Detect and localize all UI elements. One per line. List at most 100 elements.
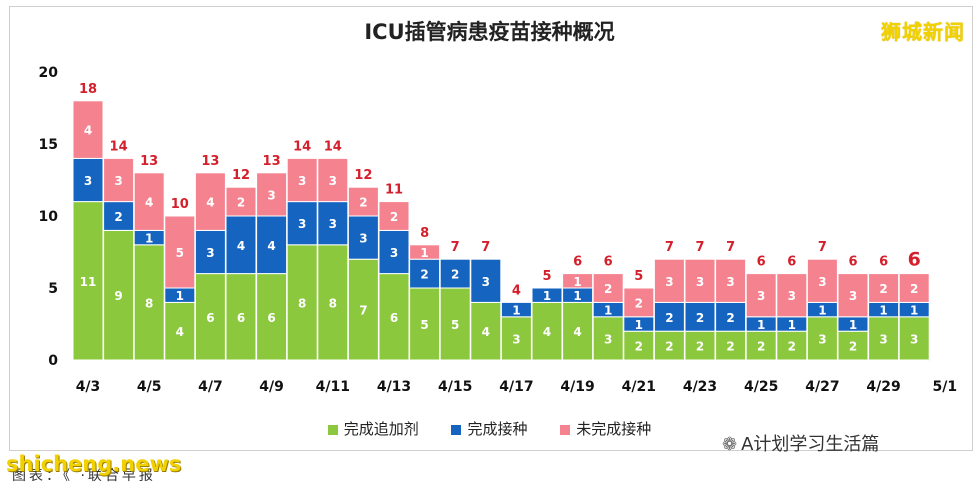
bar-segment [684,258,716,303]
bar-segment-label: 2 [879,282,887,296]
legend-swatch-full [451,424,462,435]
bar-total-label: 6 [757,255,766,270]
x-tick-label: 4/21 [622,379,656,395]
x-tick-label: 4/3 [76,379,101,395]
bar-segment-label: 1 [145,232,153,246]
bar-total-label: 7 [818,240,827,255]
bar-segment-label: 2 [635,340,643,354]
bar-segment [623,330,655,361]
legend-item-booster: 完成追加剂 [327,418,419,439]
x-tick-label: 4/19 [560,379,594,395]
bar-segment [286,201,318,246]
bar-total-label: 6 [604,255,613,270]
bar-segment-label: 2 [114,210,122,224]
legend-swatch-booster [327,424,338,435]
bar-segment-label: 3 [665,275,673,289]
bar-segment-label: 1 [757,318,765,332]
bar-segment [684,330,716,361]
bar-segment-label: 2 [237,196,245,210]
bar-segment [164,215,196,289]
x-tick-label: 4/7 [198,379,223,395]
bar-total-label: 13 [201,154,219,169]
bar-segment-label: 2 [726,340,734,354]
wechat-name: A计划学习生活篇 [741,434,880,455]
bar-segment [592,273,624,303]
bar-segment-label: 6 [390,311,398,325]
bar-segment-label: 2 [910,282,918,296]
bar-segment [653,258,685,303]
bar-segment [653,330,685,361]
bar-segment [194,229,226,275]
bar-segment-label: 4 [176,325,184,339]
bar-segment-label: 4 [573,325,581,339]
bar-segment [470,258,502,303]
bar-total-label: 4 [512,283,521,298]
bar-total-label: 14 [324,139,342,154]
bar-segment [347,215,379,260]
bar-segment-label: 4 [267,239,275,253]
legend-label-full: 完成接种 [467,420,528,438]
bar-segment-label: 2 [696,311,704,325]
bar-segment [256,273,288,361]
y-tick-label: 20 [39,65,59,81]
bar-total-label: 7 [695,240,704,255]
bar-total-label: 18 [79,82,97,97]
bar-segment-label: 2 [849,340,857,354]
chart-title: ICU插管病患疫苗接种概况 [364,20,615,44]
bar-segment-label: 6 [206,311,214,325]
bar-segment [806,258,838,303]
bar-segment-label: 3 [910,332,918,346]
bar-segment-label: 8 [329,296,337,310]
wechat-icon: ❁ [722,434,738,455]
bar-segment-label: 3 [114,174,122,188]
bar-segment [103,229,135,361]
x-tick-label: 4/27 [805,379,839,395]
bar-segment [225,273,257,361]
bar-segment [72,201,104,361]
bar-segment-label: 3 [879,332,887,346]
watermark: shicheng.news [6,452,182,476]
bar-segment [715,258,747,303]
x-tick-label: 4/15 [438,379,472,395]
bar-total-label: 6 [879,255,888,270]
bar-segment-label: 3 [298,174,306,188]
bar-segment-label: 2 [604,282,612,296]
legend-item-incomplete: 未完成接种 [560,418,651,439]
bar-segment-label: 5 [420,318,428,332]
bar-total-label: 7 [481,240,490,255]
bar-segment [500,316,532,361]
bar-segment [562,301,594,361]
bar-segment-label: 3 [818,332,826,346]
bar-segment-label: 1 [543,289,551,303]
bar-segment [286,244,318,361]
bar-segment-label: 6 [267,311,275,325]
bar-segment [103,157,135,203]
bar-segment [500,301,532,318]
bar-segment-label: 3 [206,246,214,260]
bar-segment [409,258,441,289]
bar-segment [317,201,349,246]
bar-segment-label: 1 [635,318,643,332]
bar-total-label: 12 [232,168,250,183]
y-tick-label: 10 [39,209,59,225]
bar-segment [378,201,410,231]
bar-segment-label: 1 [788,318,796,332]
bar-segment-label: 3 [726,275,734,289]
y-tick-label: 5 [48,281,58,297]
bar-total-label: 14 [110,139,128,154]
bar-segment [194,273,226,361]
x-tick-label: 4/17 [499,379,533,395]
bar-segment [409,244,441,260]
bar-segment [439,287,471,361]
bar-total-label: 10 [171,197,189,212]
bar-total-label: 7 [665,240,674,255]
bar-segment-label: 11 [80,275,97,289]
bar-segment-label: 3 [329,217,337,231]
bar-segment [133,244,165,361]
bar-segment-label: 4 [145,196,153,210]
bar-segment-label: 9 [114,289,122,303]
x-tick-label: 4/23 [683,379,717,395]
x-tick-label: 4/13 [377,379,411,395]
bar-segment [592,316,624,361]
